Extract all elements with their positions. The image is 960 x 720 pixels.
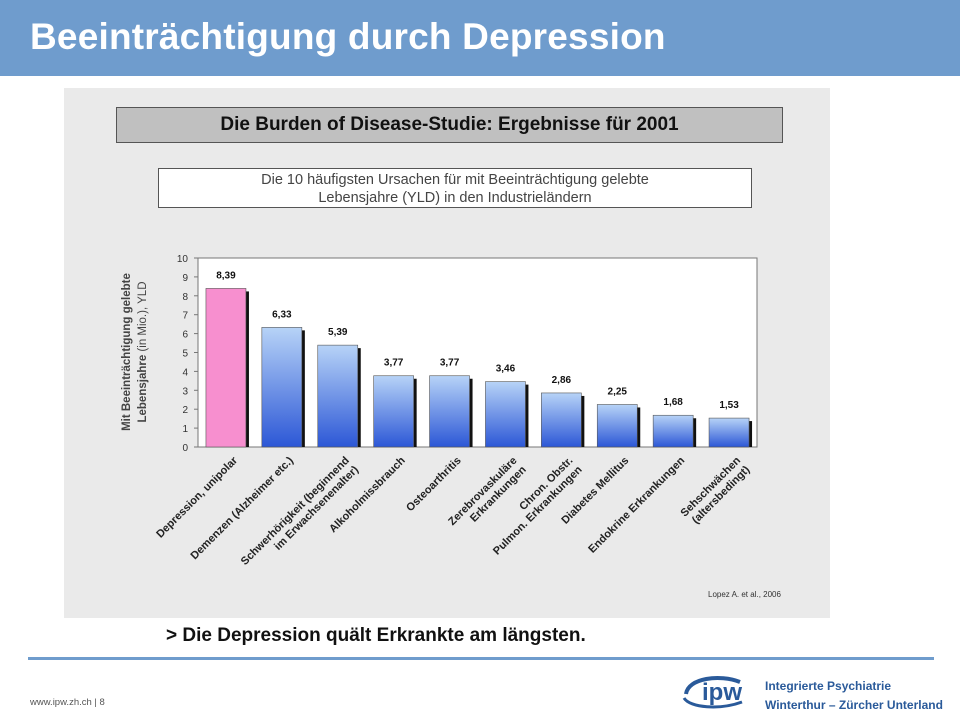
bar bbox=[373, 375, 414, 448]
category-label: Endokrine Erkrankungen bbox=[586, 454, 687, 555]
slide-title: Beeinträchtigung durch Depression bbox=[30, 16, 666, 57]
y-axis-label-line-1: Mit Beeinträchtigung gelebte bbox=[121, 273, 133, 431]
category-label: Osteoarthritis bbox=[404, 455, 463, 514]
bar bbox=[596, 404, 638, 448]
bar-value-label: 5,39 bbox=[328, 327, 348, 338]
bar bbox=[652, 414, 694, 448]
bar-value-label: 3,46 bbox=[496, 364, 516, 375]
bar bbox=[485, 381, 526, 448]
y-axis-label-line-2-normal: (in Mio.), YLD bbox=[137, 281, 149, 354]
logo-text-line-1: Integrierte Psychiatrie bbox=[765, 679, 892, 693]
bar-value-label: 3,77 bbox=[384, 358, 404, 369]
y-axis-label-line-2-bold: Lebensjahre bbox=[137, 355, 149, 423]
y-tick-label: 0 bbox=[182, 443, 188, 454]
footer-url: www.ipw.zh.ch | 8 bbox=[30, 697, 105, 708]
y-tick-label: 10 bbox=[177, 254, 189, 265]
bar bbox=[261, 327, 303, 448]
y-tick-label: 5 bbox=[182, 349, 188, 360]
bar-value-label: 6,33 bbox=[272, 309, 292, 320]
bar-value-label: 8,39 bbox=[216, 270, 236, 281]
y-tick-label: 8 bbox=[182, 292, 188, 303]
bars: 8,39 6,33 5,39 3,77 3,77 3,46 2,86 2,25 1,68 1,53 bbox=[205, 270, 753, 448]
y-axis-label-line-2: Lebensjahre (in Mio.), YLD bbox=[137, 281, 149, 422]
bar bbox=[429, 375, 470, 448]
y-tick-label: 7 bbox=[182, 311, 188, 322]
conclusion-text: > Die Depression quält Erkrankte am läng… bbox=[166, 625, 586, 646]
y-tick-label: 3 bbox=[182, 386, 188, 397]
y-axis: 0 1 2 3 4 5 6 7 8 9 10 bbox=[177, 254, 198, 454]
bar bbox=[708, 417, 750, 448]
category-label-line: Schwerhörigkeit (beginnend bbox=[239, 455, 352, 568]
chart-subtitle: Die 10 häufigsten Ursachen für mit Beein… bbox=[158, 168, 752, 208]
bar bbox=[205, 288, 247, 448]
y-tick-label: 2 bbox=[182, 405, 188, 416]
logo-text-line-2: Winterthur – Zürcher Unterland bbox=[765, 698, 943, 712]
chart-subtitle-line-2: Lebensjahre (YLD) in den Industrieländer… bbox=[318, 190, 592, 206]
chart-title: Die Burden of Disease-Studie: Ergebnisse… bbox=[116, 107, 783, 143]
y-tick-label: 6 bbox=[182, 330, 188, 341]
logo-mark: ipw bbox=[702, 679, 742, 706]
footer-divider bbox=[28, 657, 934, 660]
category-label-line: Osteoarthritis bbox=[404, 455, 463, 514]
chart-subtitle-line-1: Die 10 häufigsten Ursachen für mit Beein… bbox=[261, 172, 649, 188]
title-bar: Beeinträchtigung durch Depression bbox=[0, 0, 960, 76]
bar bbox=[541, 392, 582, 448]
bar-value-label: 1,68 bbox=[663, 397, 683, 408]
category-label: Sehschwächen(altersbedingt) bbox=[678, 454, 752, 528]
bar bbox=[317, 344, 359, 448]
bar-value-label: 1,53 bbox=[719, 400, 739, 411]
bar-value-label: 3,77 bbox=[440, 358, 460, 369]
source-note: Lopez A. et al., 2006 bbox=[708, 590, 781, 599]
y-tick-label: 4 bbox=[182, 367, 188, 378]
bar-value-label: 2,86 bbox=[552, 375, 572, 386]
category-label-line: Endokrine Erkrankungen bbox=[586, 454, 687, 555]
y-tick-label: 1 bbox=[182, 424, 188, 435]
y-tick-label: 9 bbox=[182, 273, 188, 284]
ipw-logo-icon: ipw bbox=[682, 676, 743, 709]
bar-value-label: 2,25 bbox=[608, 386, 628, 397]
